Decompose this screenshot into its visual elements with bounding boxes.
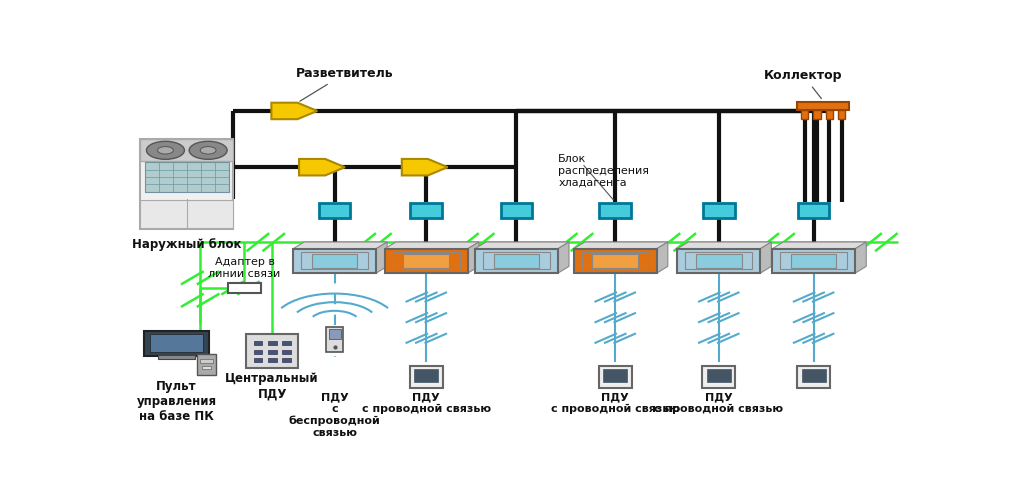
- Bar: [801, 369, 824, 382]
- Bar: [150, 334, 203, 352]
- Text: Разветвитель: Разветвитель: [296, 67, 393, 101]
- Circle shape: [147, 141, 184, 159]
- Bar: [598, 366, 631, 389]
- Bar: [254, 341, 262, 345]
- Bar: [410, 203, 441, 218]
- Bar: [780, 252, 847, 269]
- Bar: [282, 358, 290, 362]
- Bar: [771, 249, 854, 273]
- Polygon shape: [292, 242, 387, 249]
- Bar: [410, 366, 442, 389]
- Bar: [140, 200, 233, 228]
- Bar: [328, 329, 340, 339]
- Bar: [282, 341, 290, 345]
- Bar: [292, 249, 376, 273]
- Bar: [685, 252, 752, 269]
- Polygon shape: [299, 159, 344, 175]
- Polygon shape: [656, 242, 667, 273]
- Bar: [702, 203, 734, 218]
- Bar: [592, 254, 638, 268]
- Polygon shape: [468, 242, 478, 273]
- Bar: [475, 249, 557, 273]
- Polygon shape: [384, 242, 478, 249]
- Text: ПДУ
с
беспроводной
связью: ПДУ с беспроводной связью: [288, 392, 380, 438]
- Bar: [268, 341, 276, 345]
- Bar: [282, 350, 290, 354]
- Bar: [392, 252, 460, 269]
- Bar: [227, 283, 261, 293]
- Bar: [493, 254, 539, 268]
- Bar: [482, 252, 549, 269]
- Text: Блок
распределения
хладагента: Блок распределения хладагента: [557, 154, 649, 187]
- Bar: [500, 203, 532, 218]
- Text: ПДУ
с проводной связью: ПДУ с проводной связью: [550, 392, 679, 414]
- Bar: [247, 334, 298, 368]
- Polygon shape: [771, 242, 865, 249]
- Bar: [254, 358, 262, 362]
- Bar: [145, 162, 228, 191]
- Polygon shape: [677, 242, 770, 249]
- Circle shape: [189, 141, 227, 159]
- Bar: [796, 366, 829, 389]
- Bar: [200, 359, 213, 363]
- Text: Центральный
ПДУ: Центральный ПДУ: [225, 372, 319, 400]
- Bar: [603, 369, 627, 382]
- Polygon shape: [759, 242, 770, 273]
- Bar: [157, 356, 196, 359]
- Polygon shape: [557, 242, 569, 273]
- Bar: [197, 355, 216, 375]
- Bar: [414, 369, 438, 382]
- Bar: [326, 327, 343, 352]
- Bar: [144, 331, 209, 356]
- Bar: [319, 203, 351, 218]
- Bar: [706, 369, 730, 382]
- Bar: [573, 249, 656, 273]
- Bar: [312, 254, 357, 268]
- Text: ПДУ
с проводной связью: ПДУ с проводной связью: [362, 392, 490, 414]
- Polygon shape: [475, 242, 569, 249]
- Bar: [599, 203, 631, 218]
- Text: Наружный блок: Наружный блок: [132, 239, 242, 251]
- Bar: [268, 358, 276, 362]
- Polygon shape: [376, 242, 387, 273]
- Bar: [800, 110, 807, 119]
- Bar: [202, 366, 211, 369]
- Polygon shape: [401, 159, 447, 175]
- Bar: [695, 254, 741, 268]
- Bar: [797, 102, 848, 110]
- Bar: [797, 203, 828, 218]
- Text: Адаптер в
линии связи: Адаптер в линии связи: [208, 257, 280, 279]
- Bar: [268, 350, 276, 354]
- Bar: [701, 366, 735, 389]
- Bar: [825, 110, 833, 119]
- Bar: [838, 110, 845, 119]
- Bar: [790, 254, 836, 268]
- Bar: [677, 249, 759, 273]
- Bar: [254, 350, 262, 354]
- Bar: [384, 249, 468, 273]
- Bar: [404, 254, 448, 268]
- Text: Пульт
управления
на базе ПК: Пульт управления на базе ПК: [137, 380, 216, 423]
- Text: Коллектор: Коллектор: [763, 69, 842, 99]
- Text: ПДУ
с проводной связью: ПДУ с проводной связью: [653, 392, 783, 414]
- Polygon shape: [573, 242, 667, 249]
- Circle shape: [200, 147, 216, 154]
- Bar: [140, 139, 233, 161]
- Bar: [301, 252, 368, 269]
- Bar: [812, 110, 819, 119]
- Bar: [581, 252, 648, 269]
- Polygon shape: [271, 103, 317, 119]
- Circle shape: [157, 147, 173, 154]
- Bar: [140, 139, 233, 229]
- Polygon shape: [854, 242, 865, 273]
